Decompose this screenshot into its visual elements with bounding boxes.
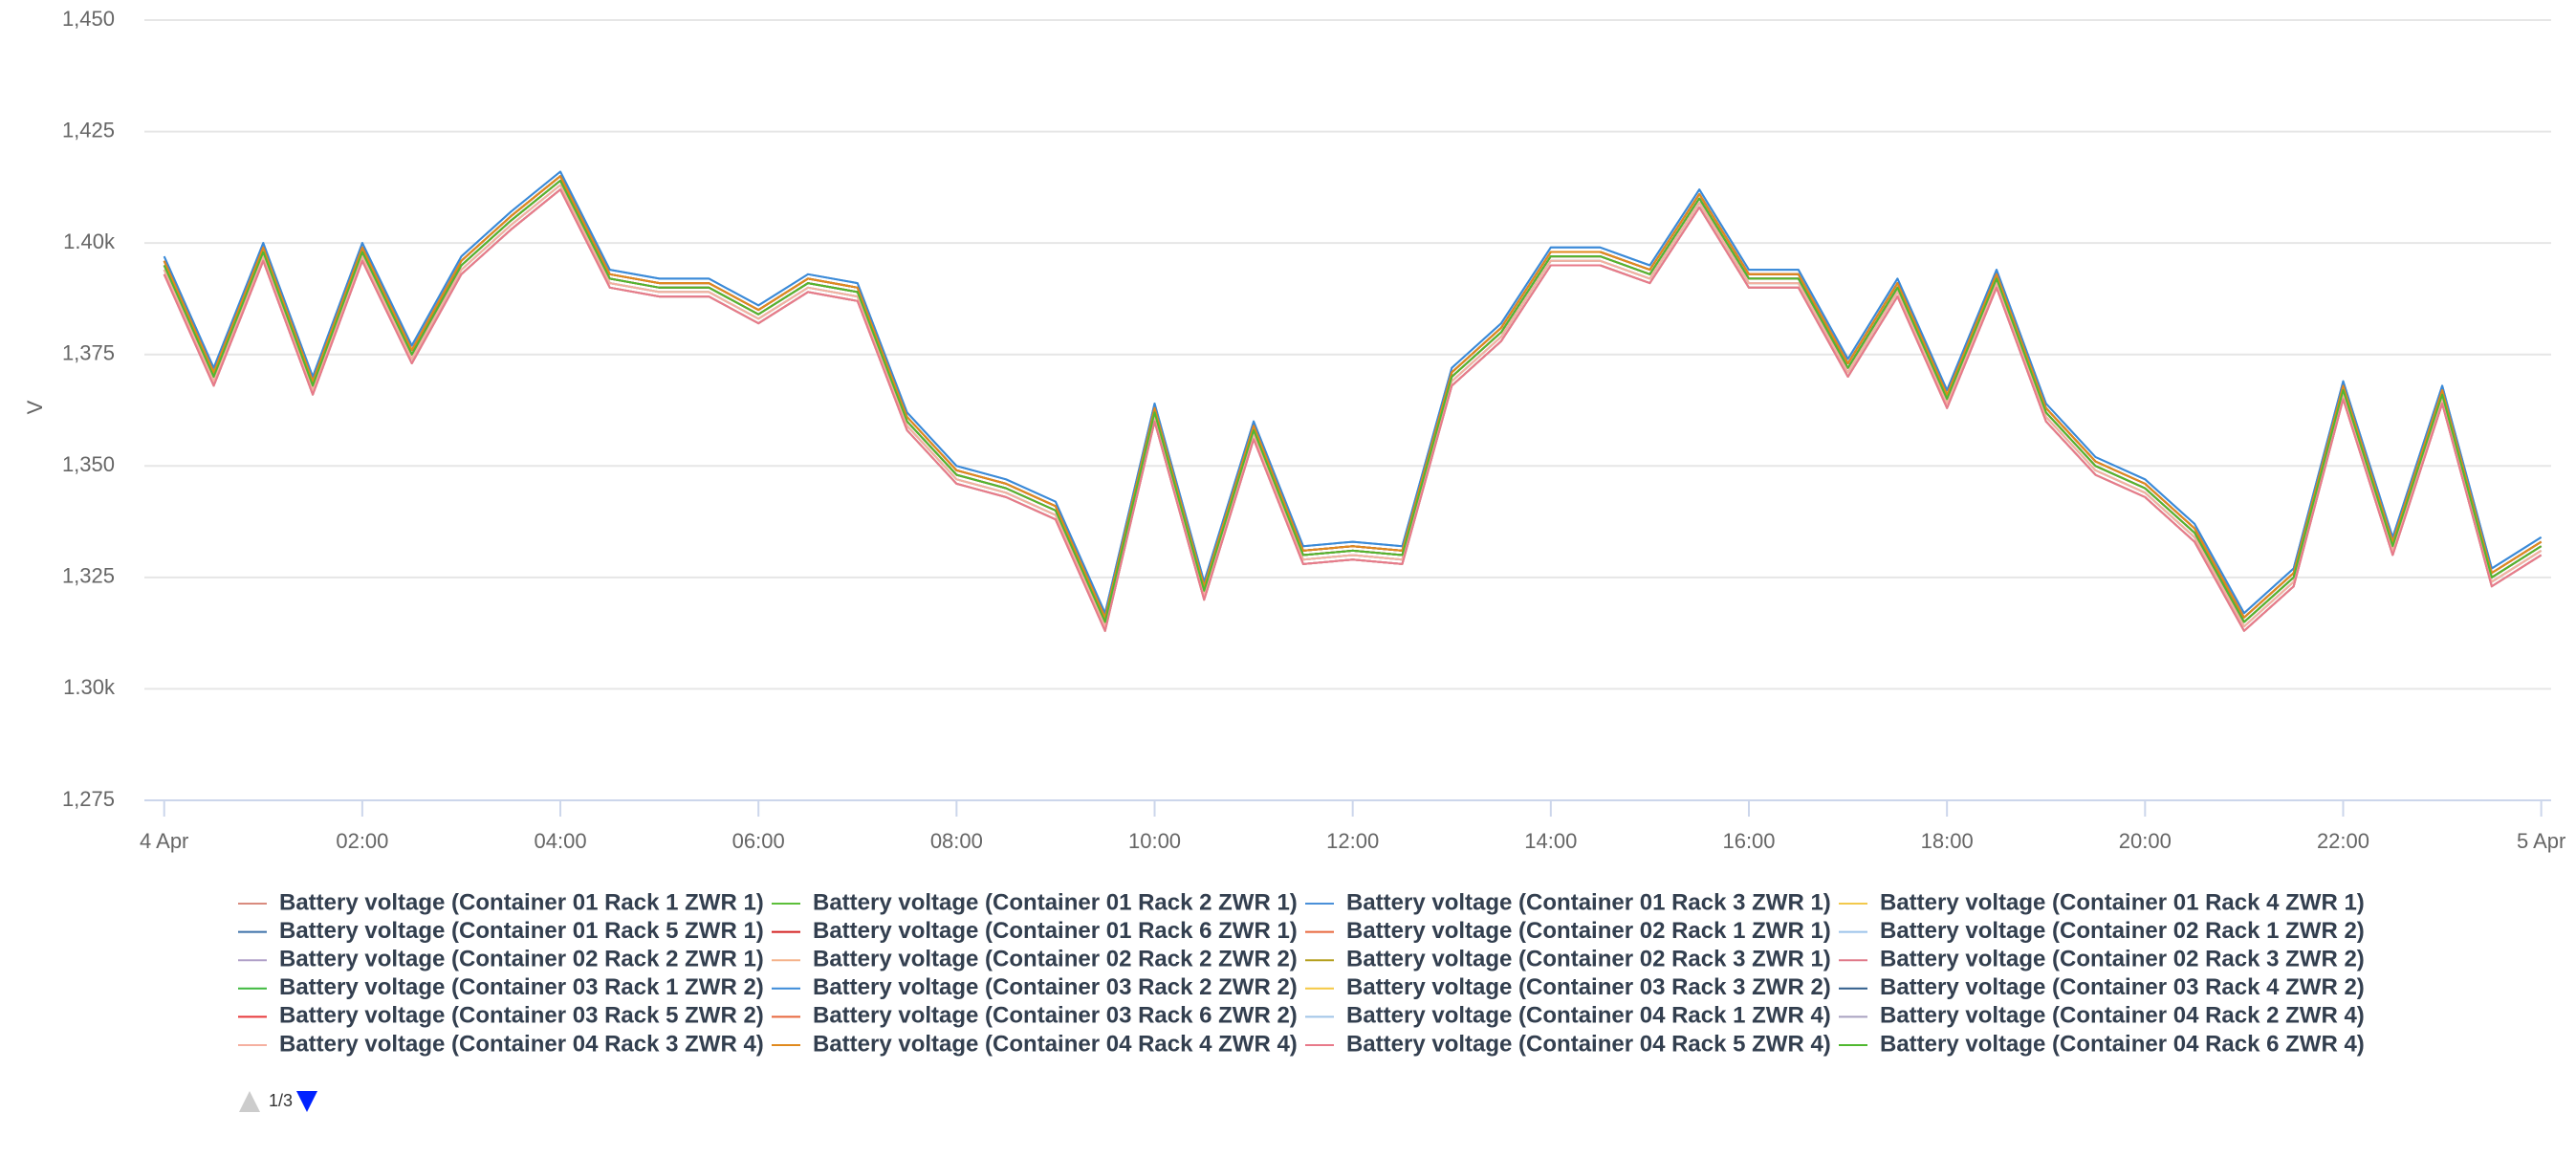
x-tick-label: 22:00: [2317, 829, 2369, 853]
legend-label[interactable]: Battery voltage (Container 01 Rack 6 ZWR…: [813, 918, 1298, 944]
x-tick-label: 02:00: [336, 829, 388, 853]
legend-label[interactable]: Battery voltage (Container 03 Rack 2 ZWR…: [813, 974, 1298, 1000]
x-tick-label: 06:00: [732, 829, 785, 853]
legend-label[interactable]: Battery voltage (Container 04 Rack 1 ZWR…: [1346, 1003, 1831, 1029]
legend-label[interactable]: Battery voltage (Container 03 Rack 4 ZWR…: [1880, 974, 2365, 1000]
x-tick-label: 4 Apr: [140, 829, 188, 853]
series-line: [163, 179, 2543, 623]
x-tick-label: 08:00: [930, 829, 983, 853]
legend-label[interactable]: Battery voltage (Container 02 Rack 3 ZWR…: [1880, 947, 2365, 972]
y-tick-label: 1.30k: [63, 675, 116, 699]
y-tick-label: 1,350: [62, 452, 115, 476]
legend-prev[interactable]: [239, 1091, 260, 1112]
legend-label[interactable]: Battery voltage (Container 02 Rack 2 ZWR…: [279, 947, 764, 972]
series-line: [163, 188, 2543, 632]
series-line: [163, 188, 2543, 632]
series-line: [163, 175, 2543, 619]
y-tick-label: 1.40k: [63, 229, 116, 253]
legend-label[interactable]: Battery voltage (Container 03 Rack 5 ZWR…: [279, 1003, 764, 1029]
y-tick-label: 1,325: [62, 564, 115, 588]
legend-label[interactable]: Battery voltage (Container 01 Rack 1 ZWR…: [279, 889, 764, 915]
legend-label[interactable]: Battery voltage (Container 04 Rack 6 ZWR…: [1880, 1031, 2365, 1057]
legend-label[interactable]: Battery voltage (Container 02 Rack 1 ZWR…: [1346, 918, 1831, 944]
legend-label[interactable]: Battery voltage (Container 02 Rack 1 ZWR…: [1880, 918, 2365, 944]
x-tick-label: 04:00: [535, 829, 587, 853]
x-tick-label: 10:00: [1128, 829, 1181, 853]
legend-label[interactable]: Battery voltage (Container 03 Rack 3 ZWR…: [1346, 974, 1831, 1000]
legend-label[interactable]: Battery voltage (Container 01 Rack 2 ZWR…: [813, 889, 1298, 915]
legend-label[interactable]: Battery voltage (Container 04 Rack 5 ZWR…: [1346, 1031, 1831, 1057]
legend-label[interactable]: Battery voltage (Container 01 Rack 3 ZWR…: [1346, 889, 1831, 915]
y-tick-label: 1,375: [62, 341, 115, 365]
x-tick-label: 20:00: [2119, 829, 2172, 853]
legend-label[interactable]: Battery voltage (Container 02 Rack 3 ZWR…: [1346, 947, 1831, 972]
y-tick-label: 1,425: [62, 118, 115, 142]
legend-label[interactable]: Battery voltage (Container 04 Rack 3 ZWR…: [279, 1031, 764, 1057]
legend-next[interactable]: [296, 1091, 317, 1112]
series-line: [163, 170, 2543, 615]
legend-page: 1/3: [269, 1091, 293, 1110]
legend-label[interactable]: Battery voltage (Container 03 Rack 1 ZWR…: [279, 974, 764, 1000]
legend-label[interactable]: Battery voltage (Container 01 Rack 4 ZWR…: [1880, 889, 2365, 915]
y-tick-label: 1,450: [62, 7, 115, 31]
legend-label[interactable]: Battery voltage (Container 03 Rack 6 ZWR…: [813, 1003, 1298, 1029]
legend-label[interactable]: Battery voltage (Container 04 Rack 2 ZWR…: [1880, 1003, 2365, 1029]
x-tick-label: 14:00: [1524, 829, 1577, 853]
x-tick-label: 18:00: [1921, 829, 1974, 853]
series-line: [163, 184, 2543, 628]
legend-label[interactable]: Battery voltage (Container 02 Rack 2 ZWR…: [813, 947, 1298, 972]
legend-label[interactable]: Battery voltage (Container 04 Rack 4 ZWR…: [813, 1031, 1298, 1057]
x-tick-label: 12:00: [1326, 829, 1379, 853]
series-line: [163, 188, 2543, 632]
legend-label[interactable]: Battery voltage (Container 01 Rack 5 ZWR…: [279, 918, 764, 944]
series-line: [163, 188, 2543, 632]
series-line: [163, 188, 2543, 632]
x-tick-label: 16:00: [1722, 829, 1775, 853]
y-axis-label: V: [23, 400, 47, 414]
x-tick-label: 5 Apr: [2517, 829, 2565, 853]
series-line: [163, 188, 2543, 632]
y-tick-label: 1,275: [62, 787, 115, 811]
